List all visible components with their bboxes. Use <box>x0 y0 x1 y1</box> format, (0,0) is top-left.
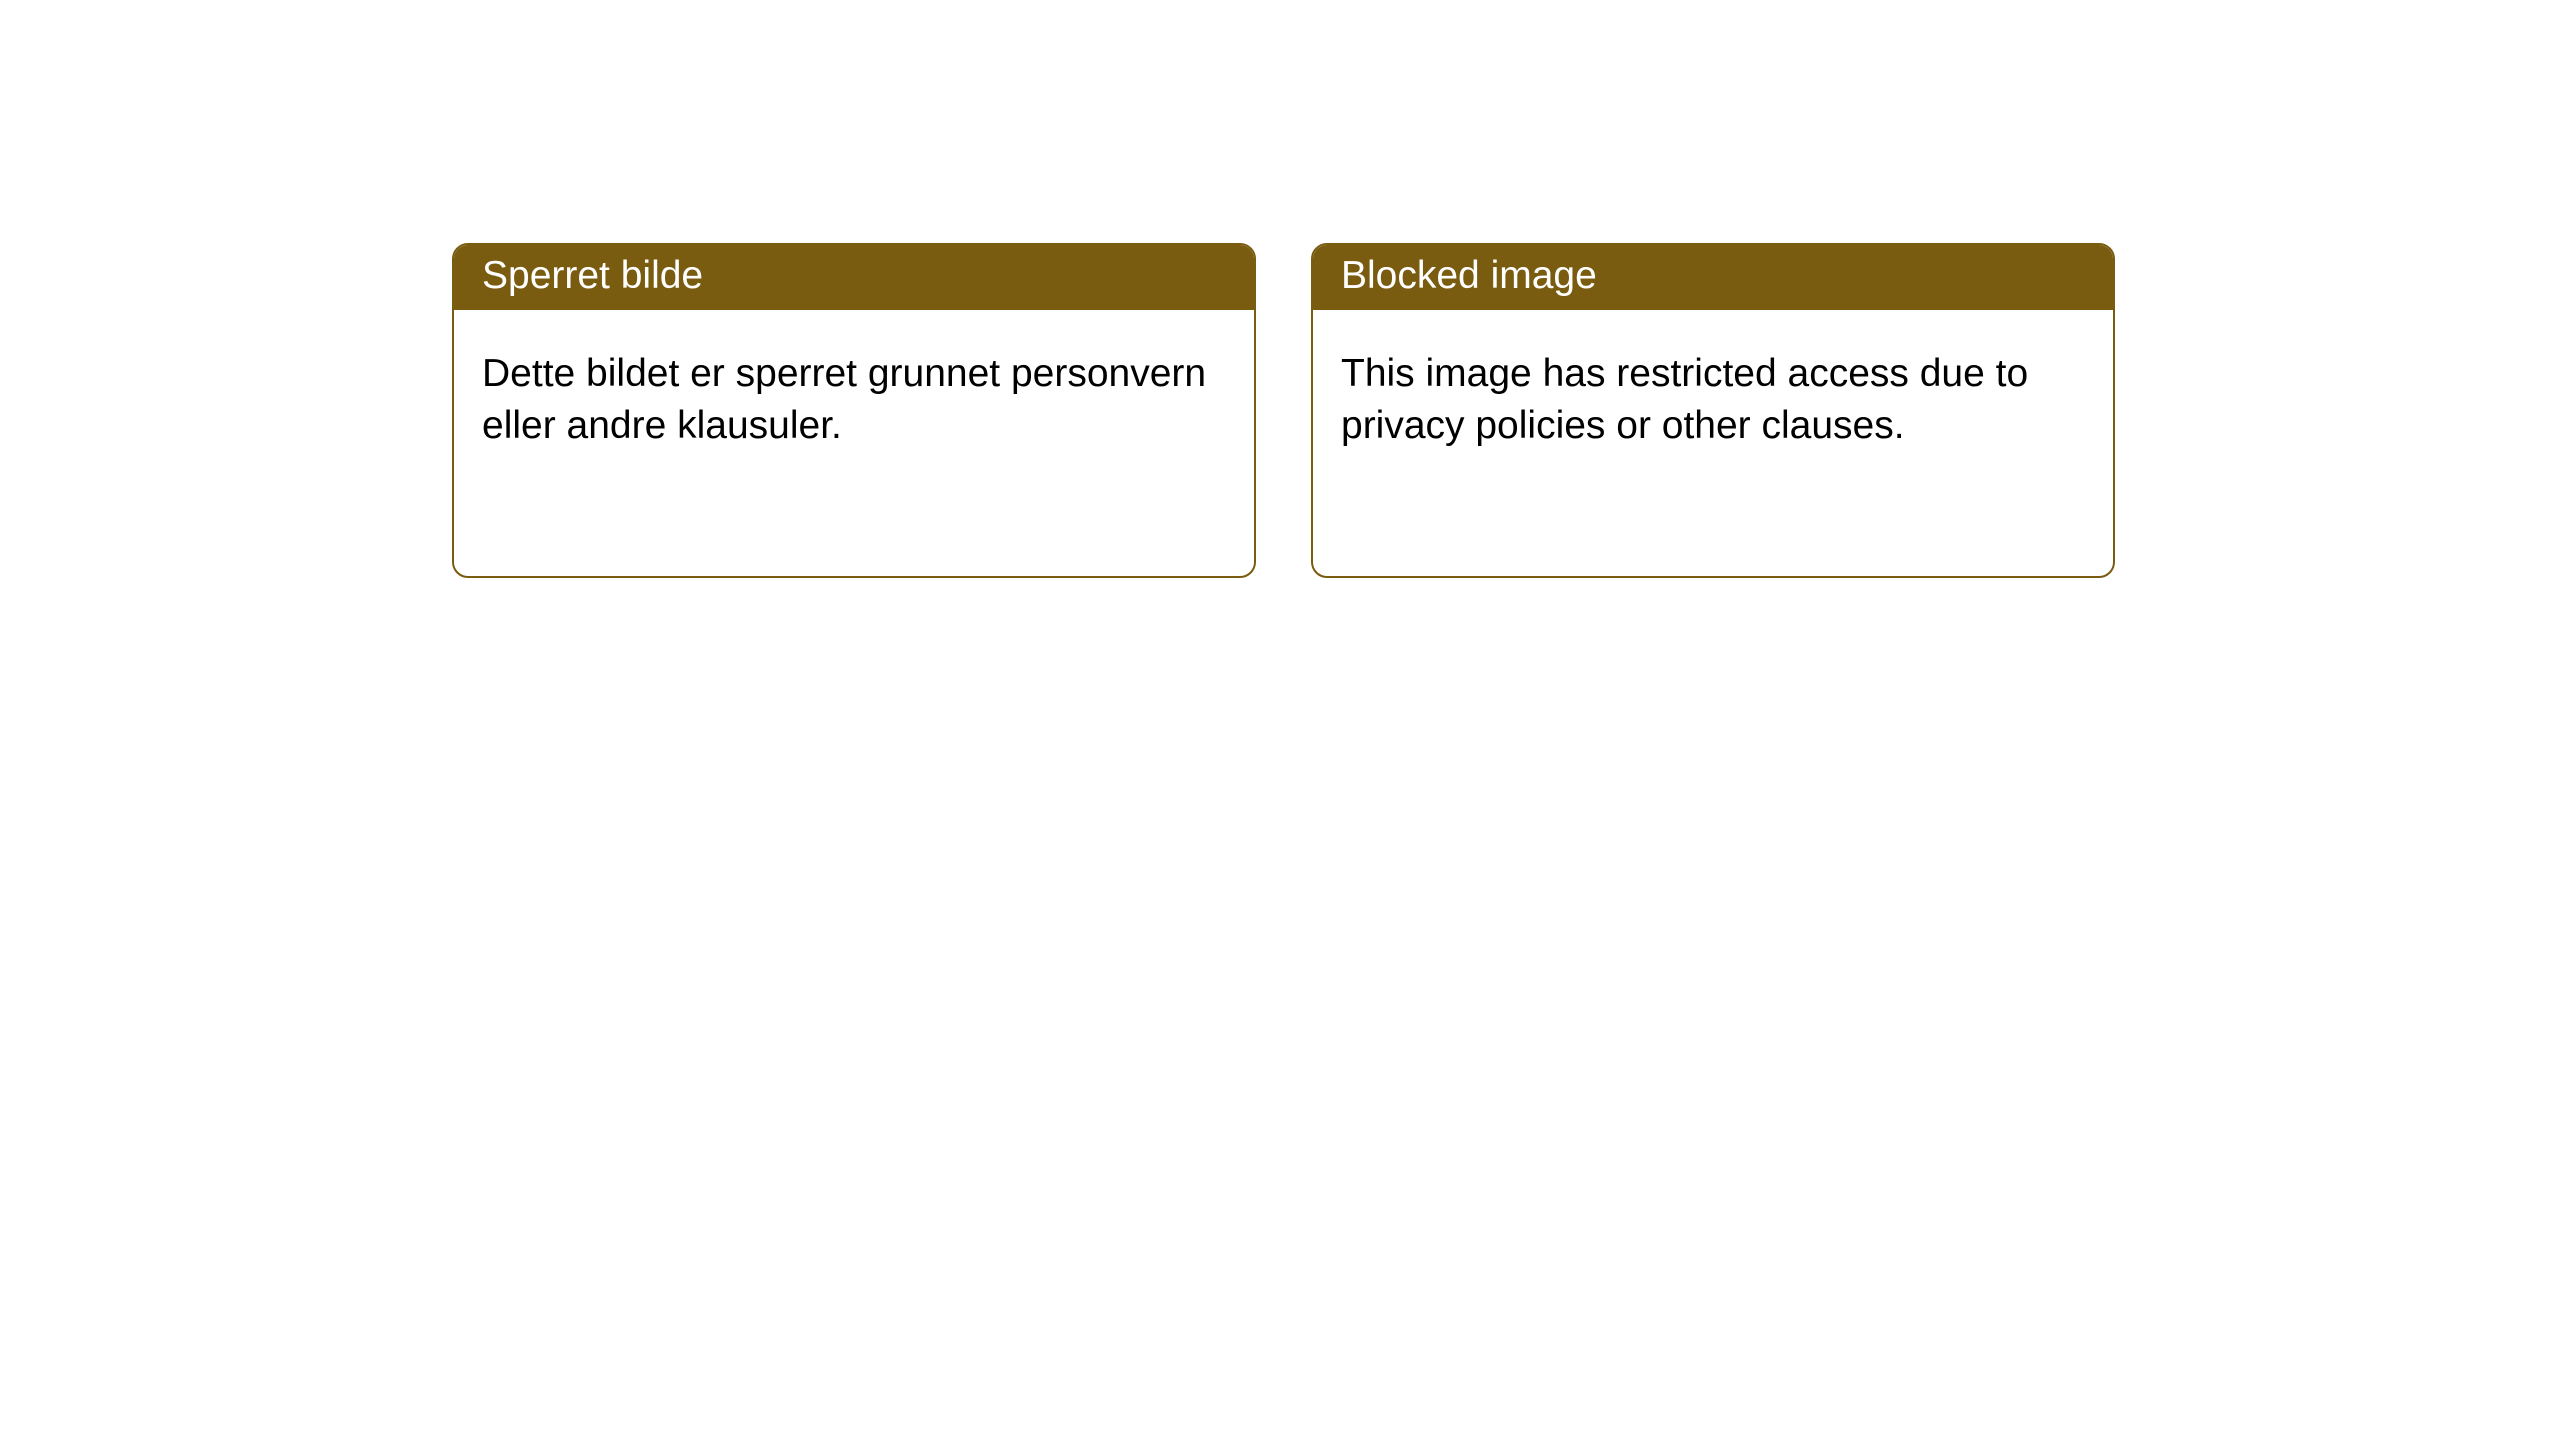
notice-container: Sperret bilde Dette bildet er sperret gr… <box>452 243 2560 578</box>
notice-header-no: Sperret bilde <box>454 245 1254 310</box>
notice-header-en: Blocked image <box>1313 245 2113 310</box>
notice-body-no: Dette bildet er sperret grunnet personve… <box>454 310 1254 491</box>
notice-box-english: Blocked image This image has restricted … <box>1311 243 2115 578</box>
notice-body-en: This image has restricted access due to … <box>1313 310 2113 491</box>
notice-box-norwegian: Sperret bilde Dette bildet er sperret gr… <box>452 243 1256 578</box>
